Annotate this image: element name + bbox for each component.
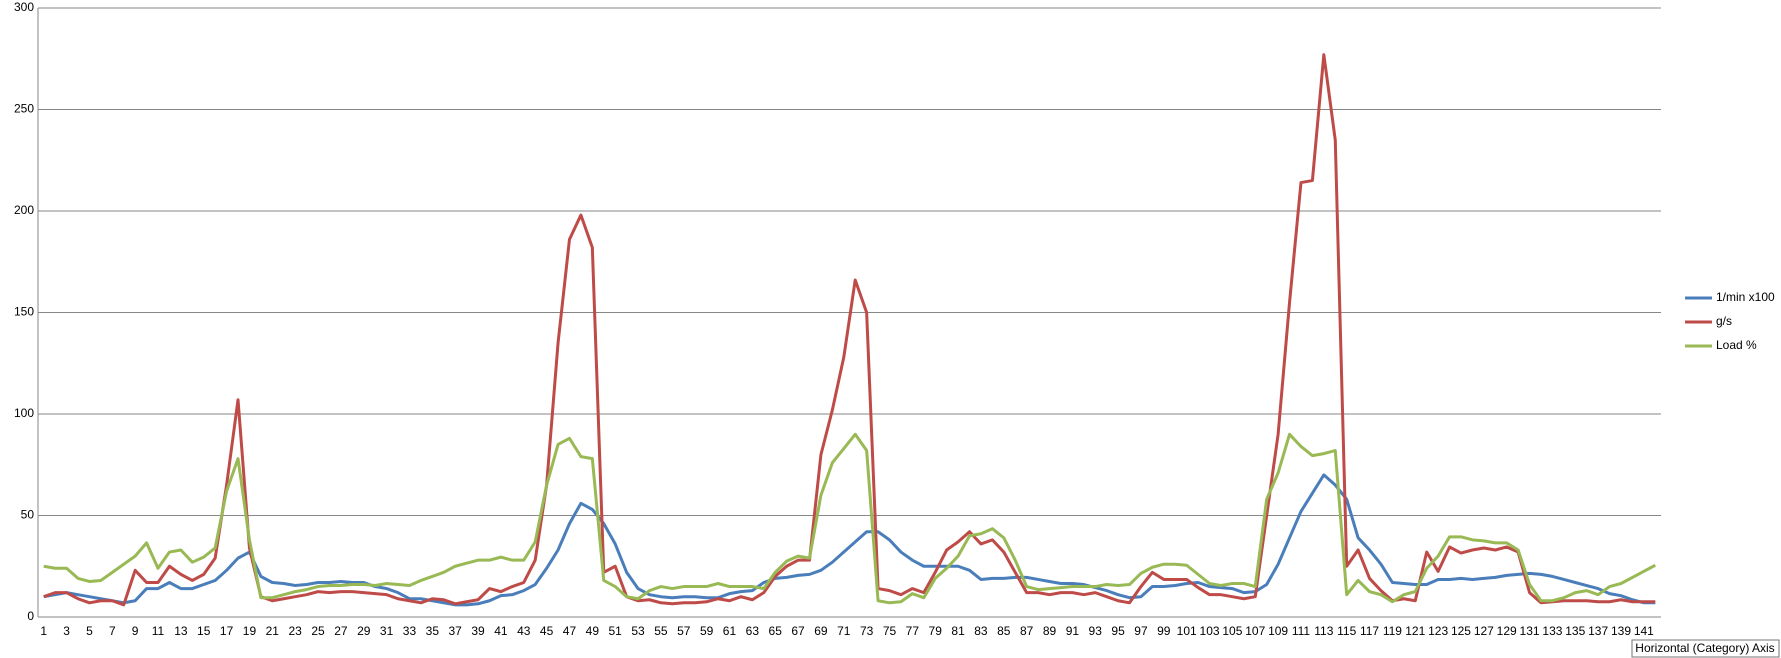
tooltip-box [1631, 639, 1780, 658]
x-tick-label: 133 [1542, 624, 1562, 638]
x-tick-label: 87 [1020, 624, 1034, 638]
y-tick-label: 250 [14, 102, 34, 116]
x-tick-label: 67 [791, 624, 805, 638]
series-line [43, 53, 1656, 607]
x-tick-label: 53 [631, 624, 645, 638]
x-tick-label: 107 [1245, 624, 1265, 638]
x-tick-label: 47 [563, 624, 577, 638]
x-tick-label: 81 [951, 624, 965, 638]
x-tick-label: 57 [677, 624, 691, 638]
series-line [43, 473, 1656, 607]
x-tick-label: 19 [243, 624, 257, 638]
x-tick-label: 39 [471, 624, 485, 638]
x-tick-label: 45 [540, 624, 554, 638]
x-tick-label: 115 [1337, 624, 1356, 638]
x-tick-label: 111 [1292, 624, 1311, 638]
series-line [43, 432, 1656, 605]
x-tick-label: 135 [1565, 624, 1585, 638]
x-tick-label: 27 [334, 624, 348, 638]
y-tick-label: 50 [21, 508, 35, 522]
x-tick-label: 33 [403, 624, 417, 638]
x-tick-label: 139 [1611, 624, 1631, 638]
tooltip-text: Horizontal (Category) Axis [1635, 641, 1774, 655]
x-tick-label: 51 [609, 624, 623, 638]
x-tick-label: 5 [86, 624, 93, 638]
y-tick-label: 150 [14, 305, 34, 319]
x-tick-label: 129 [1497, 624, 1517, 638]
legend-label: g/s [1716, 314, 1732, 328]
x-tick-label: 13 [174, 624, 188, 638]
x-tick-label: 89 [1043, 624, 1057, 638]
x-tick-label: 31 [380, 624, 394, 638]
y-tick-label: 100 [14, 406, 34, 420]
x-tick-label: 105 [1222, 624, 1242, 638]
x-tick-label: 65 [769, 624, 783, 638]
x-tick-label: 21 [266, 624, 280, 638]
x-tick-label: 71 [837, 624, 851, 638]
x-tick-label: 69 [814, 624, 828, 638]
x-tick-label: 55 [654, 624, 668, 638]
x-tick-label: 91 [1066, 624, 1080, 638]
legend-label: Load % [1716, 338, 1757, 352]
x-tick-label: 59 [700, 624, 714, 638]
x-tick-label: 43 [517, 624, 531, 638]
y-tick-label: 300 [14, 0, 34, 14]
x-tick-label: 123 [1428, 624, 1448, 638]
x-tick-label: 93 [1089, 624, 1103, 638]
x-tick-label: 85 [997, 624, 1011, 638]
x-tick-label: 25 [311, 624, 325, 638]
x-tick-label: 11 [152, 624, 165, 638]
x-tick-label: 79 [929, 624, 943, 638]
x-tick-label: 119 [1383, 624, 1402, 638]
y-tick-label: 0 [27, 609, 34, 623]
x-tick-label: 75 [883, 624, 897, 638]
x-tick-label: 15 [197, 624, 211, 638]
x-tick-label: 121 [1405, 624, 1425, 638]
tooltip: Horizontal (Category) Axis [1631, 639, 1780, 658]
x-tick-label: 95 [1111, 624, 1125, 638]
x-tick-label: 17 [220, 624, 234, 638]
x-tick-label: 41 [494, 624, 508, 638]
x-tick-label: 35 [426, 624, 440, 638]
y-tick-label: 200 [14, 203, 34, 217]
x-tick-label: 125 [1451, 624, 1471, 638]
x-tick-label: 131 [1520, 624, 1540, 638]
x-tick-label: 109 [1268, 624, 1288, 638]
x-tick-label: 83 [974, 624, 988, 638]
x-tick-label: 113 [1314, 624, 1333, 638]
x-tick-label: 37 [448, 624, 462, 638]
x-tick-label: 141 [1634, 624, 1654, 638]
x-tick-label: 61 [723, 624, 737, 638]
x-tick-label: 49 [586, 624, 600, 638]
x-tick-label: 29 [357, 624, 371, 638]
x-tick-label: 127 [1474, 624, 1494, 638]
x-tick-label: 103 [1200, 624, 1220, 638]
x-tick-label: 63 [746, 624, 760, 638]
x-tick-label: 7 [109, 624, 116, 638]
x-tick-label: 3 [63, 624, 70, 638]
x-tick-label: 99 [1157, 624, 1171, 638]
x-tick-label: 101 [1177, 624, 1197, 638]
x-tick-label: 117 [1360, 624, 1379, 638]
x-tick-label: 23 [288, 624, 302, 638]
x-tick-label: 77 [906, 624, 920, 638]
legend-label: 1/min x100 [1716, 290, 1775, 304]
x-tick-label: 73 [860, 624, 874, 638]
x-tick-label: 1 [40, 624, 47, 638]
x-tick-label: 137 [1588, 624, 1608, 638]
x-tick-label: 97 [1134, 624, 1148, 638]
x-tick-label: 9 [132, 624, 139, 638]
